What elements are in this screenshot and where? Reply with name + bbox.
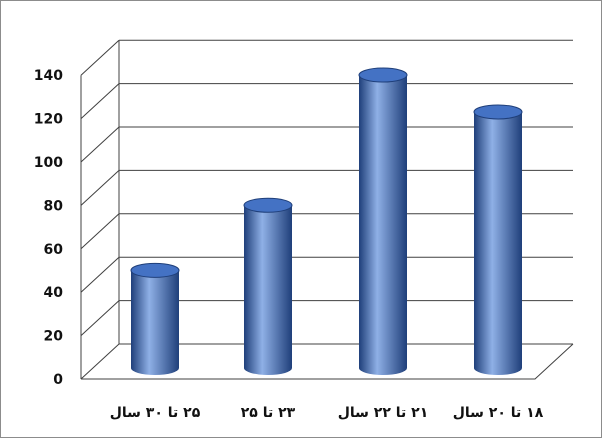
- y-tick-label: 40: [44, 285, 64, 301]
- y-tick-label: 120: [34, 112, 63, 128]
- bar-body: [359, 75, 407, 376]
- floor-edge: [81, 343, 574, 380]
- bar-body: [244, 205, 292, 375]
- bar: [473, 104, 523, 375]
- x-axis-categories: ۲۵ تا ۳۰ سال ۲۳ تا ۲۵ ۲۱ تا ۲۲ سال ۱۸ تا ۲۰…: [110, 405, 544, 421]
- y-axis-ticks: 0 20 40 60 80 100 120 140: [34, 68, 63, 388]
- y-tick-label: 100: [34, 155, 63, 171]
- x-category-label: ۲۵ تا ۳۰ سال: [110, 405, 201, 421]
- bar: [243, 197, 293, 375]
- gridline-side: [80, 170, 120, 206]
- gridline-side: [80, 126, 120, 163]
- bar: [358, 67, 408, 376]
- gridline-side: [80, 83, 120, 119]
- bar-top-cap: [473, 104, 523, 120]
- gridline-side: [80, 300, 120, 336]
- bar-body: [474, 111, 522, 375]
- y-tick-label: 80: [44, 198, 64, 214]
- x-category-label: ۱۸ تا ۲۰ سال: [453, 405, 544, 421]
- x-category-label: ۲۳ تا ۲۵: [241, 405, 296, 421]
- bar-top-cap: [243, 197, 293, 213]
- y-tick-label: 0: [53, 372, 63, 388]
- bar-top-cap: [358, 67, 408, 83]
- bar-top-cap: [130, 262, 180, 278]
- gridline-side: [80, 343, 120, 380]
- gridline-side: [80, 39, 120, 76]
- y-tick-label: 20: [44, 329, 64, 345]
- gridline-side: [80, 256, 120, 293]
- y-tick-label: 60: [44, 242, 64, 258]
- y-tick-label: 140: [34, 68, 63, 84]
- bar: [130, 262, 180, 375]
- x-category-label: ۲۱ تا ۲۲ سال: [338, 405, 429, 421]
- gridlines: [80, 39, 574, 380]
- gridline-side: [80, 213, 120, 250]
- bar-body: [131, 270, 179, 375]
- bars: [130, 67, 523, 376]
